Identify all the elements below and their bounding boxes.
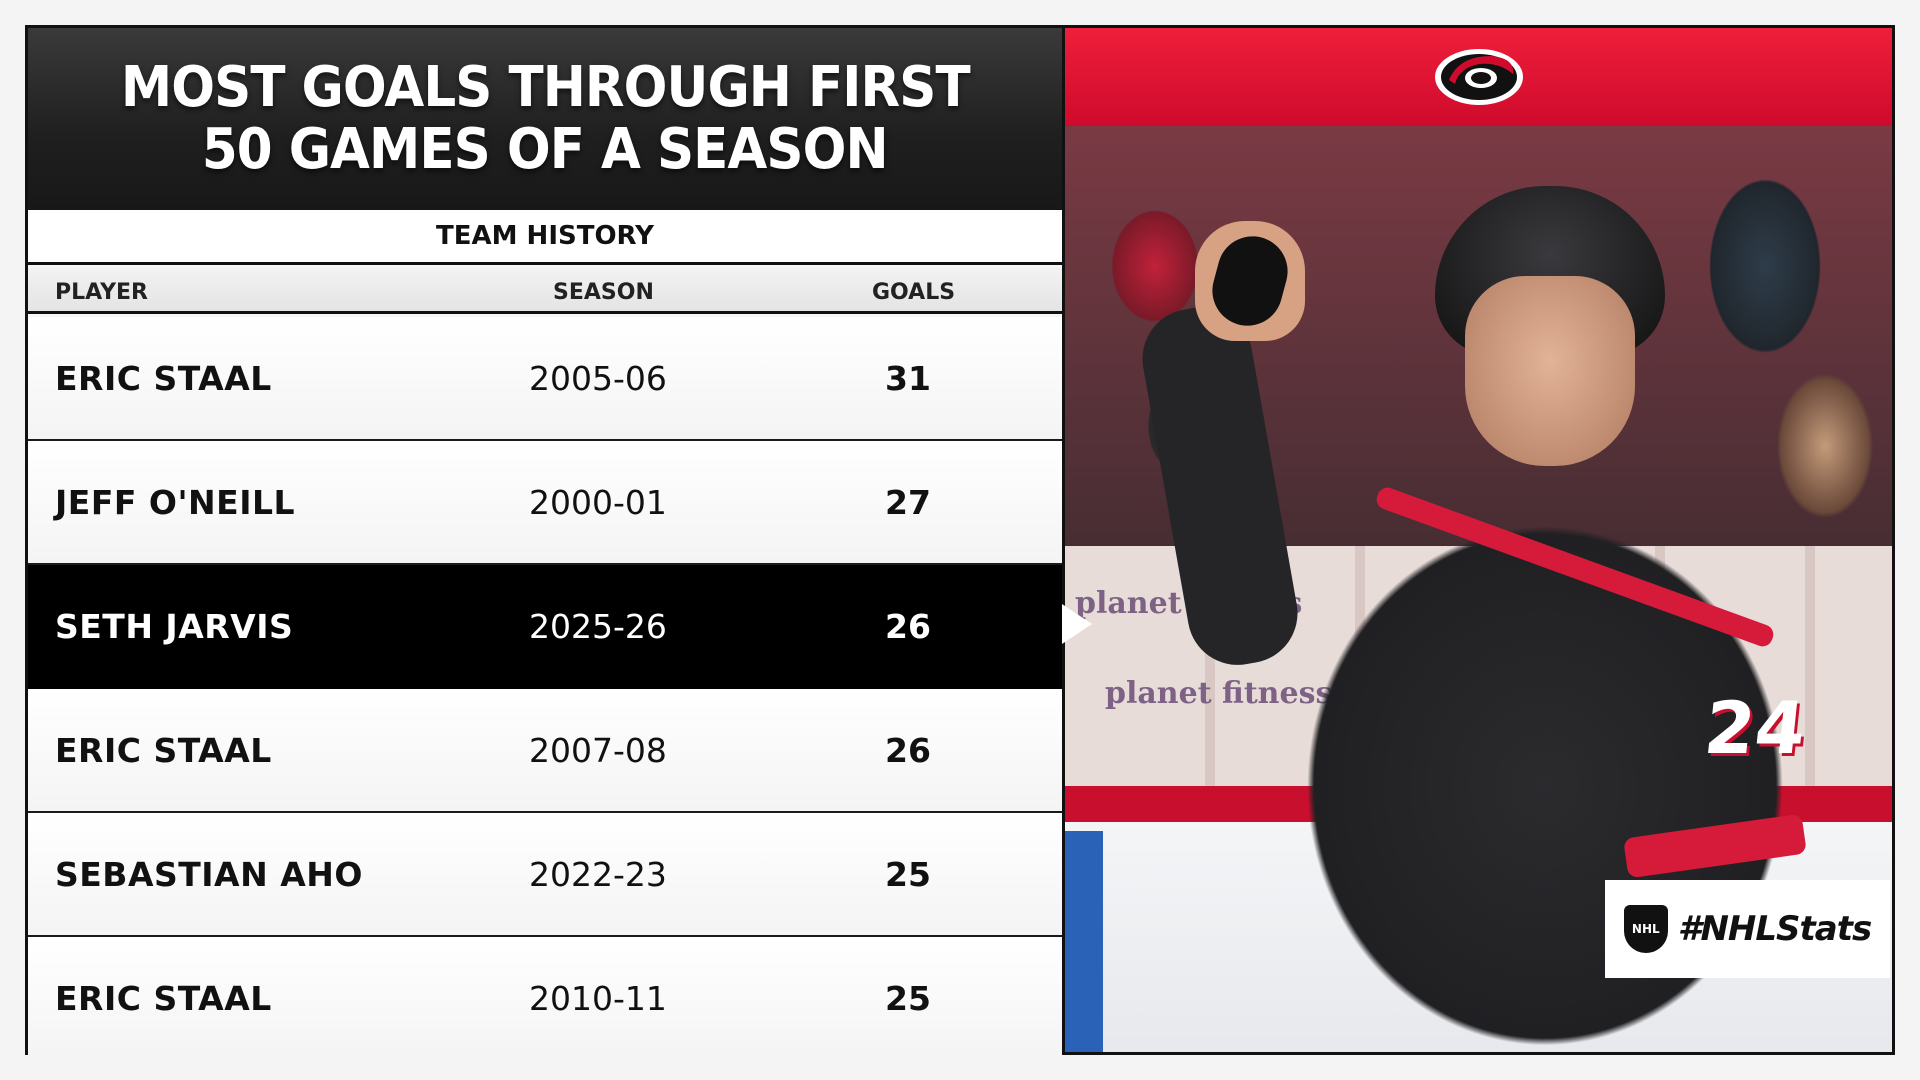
season-value: 2007-08 <box>529 731 667 770</box>
subheader-label: TEAM HISTORY <box>436 221 654 251</box>
player-photo: planet fitness planet fitness 24 <box>1065 126 1892 1052</box>
season-value: 2010-11 <box>529 979 667 1018</box>
table-body: ERIC STAAL 2005-06 31 JEFF O'NEILL 2000-… <box>28 317 1062 1057</box>
hurricanes-logo-icon <box>1434 49 1523 105</box>
jersey-number: 24 <box>1700 686 1810 770</box>
goals-value: 31 <box>885 359 931 398</box>
title-line-2: 50 GAMES OF A SEASON <box>202 117 889 182</box>
season-value: 2000-01 <box>529 483 667 522</box>
goals-value: 25 <box>885 979 931 1018</box>
team-logo-bar <box>1065 28 1892 126</box>
player-name: ERIC STAAL <box>55 359 272 398</box>
table-row: ERIC STAAL 2010-11 25 <box>28 937 1062 1057</box>
goals-value: 26 <box>885 607 931 646</box>
column-header-season: SEASON <box>553 280 654 305</box>
hashtag-badge: NHL #NHLStats <box>1605 880 1890 978</box>
photo-panel: planet fitness planet fitness 24 NHL #NH… <box>1065 28 1892 1052</box>
table-header: PLAYER SEASON GOALS <box>28 268 1062 314</box>
hashtag-text: #NHLStats <box>1677 909 1872 949</box>
title-header: MOST GOALS THROUGH FIRST 50 GAMES OF A S… <box>28 28 1062 210</box>
player-face <box>1465 276 1635 466</box>
nhl-shield-icon: NHL <box>1623 905 1668 953</box>
stats-panel: MOST GOALS THROUGH FIRST 50 GAMES OF A S… <box>28 28 1062 1057</box>
table-row-highlighted: SETH JARVIS 2025-26 26 <box>28 565 1062 689</box>
season-value: 2005-06 <box>529 359 667 398</box>
column-header-goals: GOALS <box>872 280 956 305</box>
player-name: SEBASTIAN AHO <box>55 855 363 894</box>
highlight-pointer-arrow-icon <box>1062 604 1092 644</box>
goals-value: 27 <box>885 483 931 522</box>
table-row: JEFF O'NEILL 2000-01 27 <box>28 441 1062 565</box>
table-row: ERIC STAAL 2007-08 26 <box>28 689 1062 813</box>
season-value: 2025-26 <box>529 607 667 646</box>
player-name: SETH JARVIS <box>55 607 294 646</box>
column-header-player: PLAYER <box>55 280 148 305</box>
goals-value: 25 <box>885 855 931 894</box>
title-line-1: MOST GOALS THROUGH FIRST <box>120 55 971 120</box>
player-name: ERIC STAAL <box>55 731 272 770</box>
goals-value: 26 <box>885 731 931 770</box>
table-row: ERIC STAAL 2005-06 31 <box>28 317 1062 441</box>
table-row: SEBASTIAN AHO 2022-23 25 <box>28 813 1062 937</box>
section-subheader: TEAM HISTORY <box>28 210 1062 265</box>
blue-board-edge <box>1065 831 1103 1052</box>
graphic-frame: MOST GOALS THROUGH FIRST 50 GAMES OF A S… <box>25 25 1895 1057</box>
season-value: 2022-23 <box>529 855 667 894</box>
player-name: ERIC STAAL <box>55 979 272 1018</box>
player-name: JEFF O'NEILL <box>55 483 296 522</box>
